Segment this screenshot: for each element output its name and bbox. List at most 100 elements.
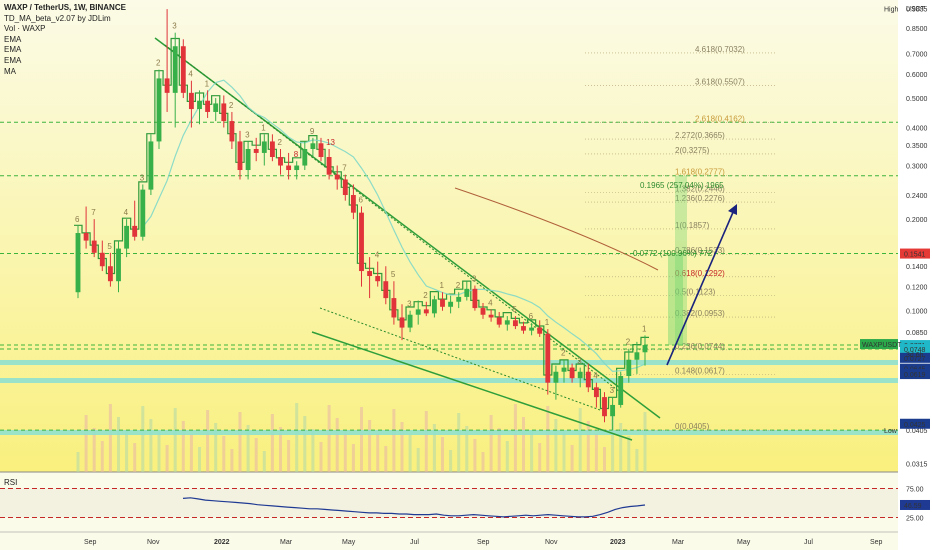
td-count-label: 1	[545, 318, 550, 327]
candle-body	[431, 299, 437, 314]
td-count-label: 2	[156, 59, 161, 68]
volume-bar	[457, 413, 461, 472]
candle-body	[488, 314, 494, 318]
volume-bar	[100, 441, 104, 472]
candle-body	[496, 317, 502, 325]
symbol-title[interactable]: WAXP / TetherUS, 1W, BINANCE	[4, 3, 126, 12]
candle-body	[602, 397, 607, 417]
indicator-td-ma[interactable]: TD_MA_beta_v2.07 by JDLim	[4, 13, 111, 23]
volume-bar	[279, 427, 282, 472]
candle-body	[294, 165, 300, 171]
smooth-ema-line	[142, 79, 646, 373]
time-axis-tick: 2022	[214, 539, 230, 546]
rsi-pane-label[interactable]: RSI	[4, 478, 18, 487]
rsi-axis-tick: 75.00	[906, 487, 924, 494]
target-box-lower	[668, 253, 683, 346]
candle-body	[464, 288, 470, 297]
support-band	[0, 378, 898, 383]
rsi-value-label: 46.59	[904, 503, 922, 510]
support-band	[0, 430, 898, 435]
td-count-label: 4	[488, 298, 493, 307]
volume-bar	[416, 448, 420, 472]
volume-bar	[189, 434, 193, 472]
candle-body	[91, 240, 97, 253]
dotted-support-line	[319, 307, 601, 411]
fib-level-label: 1(0.1857)	[675, 221, 710, 230]
target-label-upper: 0.1965 (257.04%) 1965	[640, 181, 724, 190]
volume-bar	[424, 411, 428, 472]
td-count-label: 4	[375, 251, 380, 260]
price-axis-tick: 0.3500	[906, 143, 928, 150]
volume-bar	[392, 409, 396, 472]
indicator-ema-1[interactable]: EMA	[4, 34, 22, 44]
candle-body	[310, 143, 316, 149]
candle-body	[342, 179, 348, 196]
volume-bar	[530, 430, 534, 472]
price-badge-label: 0.0425	[904, 422, 926, 429]
indicator-ema-2[interactable]: EMA	[4, 45, 22, 55]
candle-body	[318, 143, 324, 158]
volume-bar	[165, 445, 169, 472]
fib-level-label: 1.236(0.2276)	[675, 194, 725, 203]
td-count-label: 6	[75, 215, 80, 224]
td-count-label: 7	[91, 208, 96, 217]
fib-level-label: 3.618(0.5507)	[695, 77, 745, 86]
volume-bar	[449, 450, 453, 472]
time-axis-tick: Jul	[410, 539, 419, 546]
candle-body	[156, 78, 162, 142]
candle-body	[148, 141, 154, 190]
candle-body	[124, 225, 130, 249]
symbol-tag-label: WAXPUSDT	[862, 342, 902, 349]
td-count-label: 2	[456, 281, 461, 290]
candle-body	[407, 314, 413, 328]
fib-level-label: 1.618(0.2777)	[675, 168, 725, 177]
candle-body	[237, 141, 243, 171]
symbol-tag	[860, 339, 898, 350]
candle-body	[472, 288, 478, 309]
volume-bar	[173, 408, 177, 472]
td-count-label: 5	[512, 305, 517, 314]
price-axis-tick: 0.9835	[906, 7, 928, 14]
indicator-volume[interactable]: Vol · WAXP	[4, 24, 46, 34]
volume-bar	[562, 432, 566, 472]
candle-body	[585, 371, 591, 388]
volume-bar	[505, 441, 509, 472]
time-axis-tick: Nov	[147, 539, 160, 546]
candle-body	[253, 148, 259, 153]
candle-body	[512, 320, 518, 327]
volume-bar	[311, 429, 315, 472]
volume-bar	[230, 449, 234, 472]
volume-bar	[522, 417, 525, 472]
volume-bar	[611, 410, 615, 472]
fib-level-label: 0.5(0.1123)	[675, 287, 716, 296]
low-label: Low	[884, 428, 898, 435]
volume-bar	[117, 417, 120, 472]
volume-bar	[343, 431, 347, 472]
volume-bar	[643, 412, 647, 472]
candle-body	[618, 376, 624, 405]
time-axis-tick: Sep	[84, 539, 97, 546]
fib-level-label: 0.148(0.0617)	[675, 366, 725, 375]
candle-body	[440, 299, 445, 307]
candle-body	[521, 326, 526, 331]
td-count-label: 2	[229, 101, 234, 110]
td-count-label: 13	[326, 138, 335, 147]
candle-body	[448, 301, 454, 307]
volume-bar	[92, 428, 96, 472]
td-count-label: 2	[278, 138, 283, 147]
volume-bar	[246, 425, 250, 472]
indicator-ma[interactable]: MA	[4, 66, 16, 76]
time-axis-tick: Sep	[477, 539, 490, 546]
td-count-label: 3	[472, 275, 477, 284]
candle-body	[359, 212, 364, 272]
rsi-axis-tick: 25.00	[906, 516, 924, 523]
volume-bar	[157, 432, 161, 472]
price-axis-tick: 0.4000	[906, 126, 928, 133]
candle-body	[83, 233, 89, 241]
price-axis-tick: 0.3000	[906, 164, 928, 171]
volume-bar	[319, 442, 323, 472]
indicator-ema-3[interactable]: EMA	[4, 55, 22, 65]
price-badge-label: 0.0619	[904, 372, 926, 379]
volume-bar	[214, 423, 218, 472]
